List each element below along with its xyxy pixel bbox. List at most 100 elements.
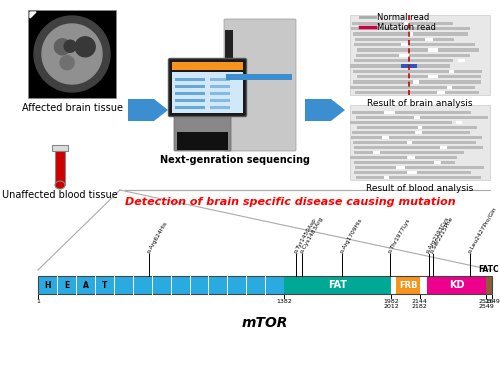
- Bar: [433, 176, 444, 179]
- Bar: [352, 32, 461, 36]
- Polygon shape: [30, 12, 36, 18]
- Bar: [356, 54, 449, 57]
- Bar: [352, 136, 445, 139]
- Text: E: E: [64, 280, 69, 290]
- Bar: [458, 38, 467, 41]
- Bar: [350, 111, 469, 114]
- Bar: [434, 166, 439, 169]
- Bar: [356, 166, 448, 169]
- Polygon shape: [64, 40, 76, 52]
- Bar: [391, 276, 396, 294]
- Bar: [354, 38, 446, 41]
- FancyBboxPatch shape: [224, 19, 296, 151]
- Bar: [404, 48, 413, 51]
- Bar: [369, 86, 374, 89]
- Bar: [386, 121, 396, 124]
- Bar: [175, 106, 205, 109]
- Text: 2549: 2549: [484, 299, 500, 304]
- Bar: [375, 126, 382, 129]
- Bar: [400, 141, 410, 144]
- Bar: [456, 54, 464, 57]
- Bar: [55, 151, 65, 185]
- Text: 1382: 1382: [276, 299, 292, 304]
- Bar: [353, 75, 472, 78]
- Text: p.Arg624His: p.Arg624His: [146, 220, 168, 254]
- Polygon shape: [42, 24, 102, 84]
- Bar: [356, 64, 460, 68]
- Bar: [417, 70, 422, 73]
- Text: 1982
2012: 1982 2012: [383, 299, 399, 309]
- Bar: [389, 91, 399, 94]
- Text: Mutation read: Mutation read: [377, 22, 436, 32]
- Bar: [175, 78, 205, 81]
- Polygon shape: [60, 56, 74, 70]
- Bar: [356, 126, 465, 129]
- Bar: [373, 156, 383, 159]
- Ellipse shape: [55, 181, 65, 189]
- Bar: [28, 10, 116, 98]
- Text: mTOR: mTOR: [242, 316, 288, 330]
- Text: p.Ser2215Phe: p.Ser2215Phe: [429, 216, 454, 254]
- Bar: [350, 146, 450, 149]
- Text: p.Tyr1450Asp: p.Tyr1450Asp: [293, 217, 317, 254]
- Bar: [418, 111, 430, 114]
- Text: 1: 1: [36, 299, 40, 304]
- Bar: [394, 116, 403, 119]
- Bar: [172, 72, 243, 113]
- Bar: [352, 161, 464, 164]
- FancyBboxPatch shape: [168, 58, 246, 117]
- Bar: [436, 59, 448, 62]
- Bar: [356, 156, 474, 159]
- Bar: [356, 59, 451, 62]
- Bar: [420, 276, 426, 294]
- Text: Normal read: Normal read: [377, 12, 429, 21]
- Bar: [225, 30, 233, 90]
- Bar: [284, 276, 391, 294]
- Text: H: H: [44, 280, 51, 290]
- Bar: [372, 171, 381, 174]
- Text: A: A: [82, 280, 88, 290]
- Bar: [172, 62, 243, 70]
- Bar: [353, 48, 482, 51]
- Bar: [442, 64, 450, 68]
- Bar: [350, 15, 490, 95]
- Bar: [404, 27, 411, 30]
- Bar: [442, 75, 447, 78]
- Text: 2144
2182: 2144 2182: [412, 299, 428, 309]
- Bar: [448, 32, 458, 36]
- Bar: [352, 151, 477, 154]
- Bar: [38, 276, 284, 294]
- Bar: [352, 86, 479, 89]
- Text: Detection of brain specific disease causing mutation: Detection of brain specific disease caus…: [124, 197, 456, 207]
- Bar: [355, 80, 446, 84]
- Polygon shape: [34, 16, 110, 92]
- Bar: [356, 70, 448, 73]
- Text: KD: KD: [448, 280, 464, 290]
- Text: p.Leu2427Pro/Gln: p.Leu2427Pro/Gln: [467, 206, 498, 254]
- Bar: [350, 105, 490, 180]
- Bar: [355, 22, 463, 25]
- Bar: [384, 136, 392, 139]
- Bar: [378, 146, 388, 149]
- Bar: [226, 74, 292, 80]
- Bar: [52, 145, 68, 151]
- Bar: [354, 91, 454, 94]
- Bar: [432, 80, 440, 84]
- Bar: [210, 92, 230, 95]
- Bar: [486, 276, 492, 294]
- Text: Result of brain analysis: Result of brain analysis: [367, 99, 473, 108]
- Text: T: T: [102, 280, 107, 290]
- Bar: [175, 85, 205, 88]
- Bar: [413, 43, 418, 46]
- Bar: [354, 116, 478, 119]
- Text: 2516
2549: 2516 2549: [478, 299, 494, 309]
- Bar: [379, 161, 388, 164]
- Bar: [352, 131, 457, 134]
- Bar: [426, 276, 486, 294]
- Text: p.Cys1483Arg: p.Cys1483Arg: [299, 216, 324, 254]
- Bar: [354, 121, 476, 124]
- Bar: [210, 106, 230, 109]
- Text: Result of blood analysis: Result of blood analysis: [366, 184, 474, 193]
- Bar: [177, 132, 228, 150]
- Text: FAT: FAT: [328, 280, 347, 290]
